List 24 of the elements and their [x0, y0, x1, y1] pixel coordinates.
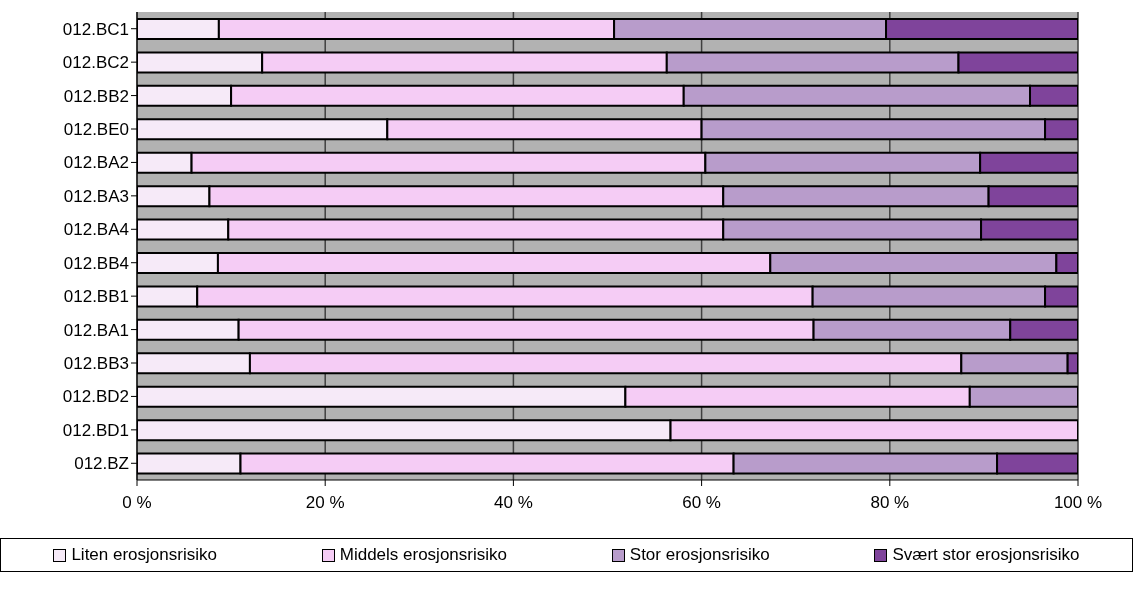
y-tick-label: 012.BE0	[63, 120, 129, 140]
legend-label: Middels erosjonsrisiko	[339, 545, 507, 565]
y-tick-label: 012.BA2	[63, 153, 129, 173]
y-tick-label: 012.BB1	[63, 287, 129, 307]
legend-label: Liten erosjonsrisiko	[71, 545, 217, 565]
y-tick-label: 012.BC2	[62, 53, 129, 73]
legend-label: Svært stor erosjonsrisiko	[892, 545, 1080, 565]
y-tick-label: 012.BB4	[63, 253, 129, 273]
y-tick-label: 012.BZ	[74, 454, 129, 474]
x-tick-label: 0 %	[122, 493, 152, 513]
x-tick-label: 80 %	[870, 493, 910, 513]
x-tick-label: 60 %	[682, 493, 721, 513]
y-tick-label: 012.BD2	[62, 387, 129, 407]
y-tick-label: 012.BC1	[62, 19, 129, 39]
legend-label: Stor erosjonsrisiko	[629, 545, 770, 565]
y-tick-label: 012.BA1	[63, 320, 129, 340]
x-tick-label: 40 %	[494, 493, 533, 513]
y-tick-label: 012.BA3	[63, 186, 129, 206]
x-tick-label: 100 %	[1053, 493, 1103, 513]
y-tick-label: 012.BB3	[63, 354, 129, 374]
y-tick-label: 012.BB2	[63, 86, 129, 106]
x-tick-label: 20 %	[305, 493, 345, 513]
y-tick-label: 012.BD1	[62, 420, 129, 440]
y-tick-label: 012.BA4	[63, 220, 129, 240]
